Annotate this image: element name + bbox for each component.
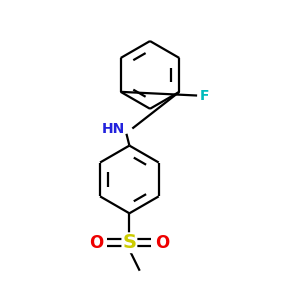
Text: HN: HN [102, 122, 125, 136]
Text: O: O [89, 234, 103, 252]
Text: O: O [155, 234, 170, 252]
Text: S: S [122, 233, 136, 252]
Text: F: F [200, 88, 210, 103]
